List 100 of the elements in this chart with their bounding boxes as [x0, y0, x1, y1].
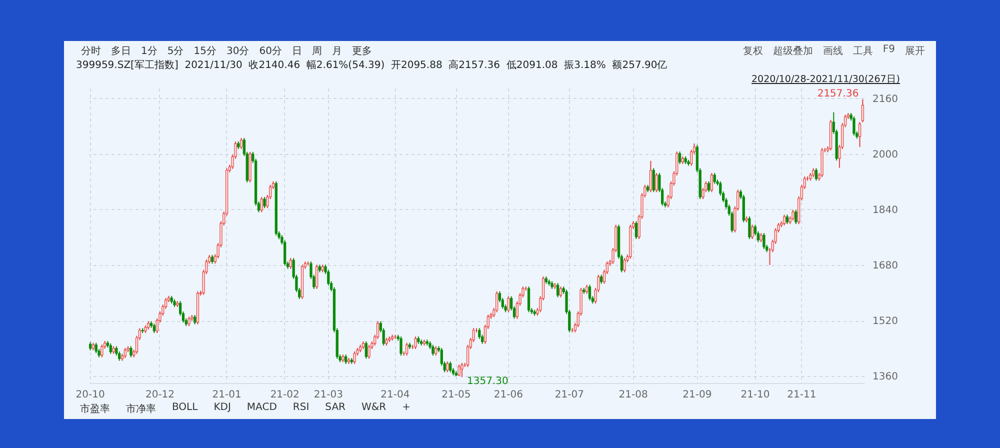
- candlestick: [100, 344, 104, 358]
- candlestick: [460, 362, 464, 378]
- candlestick: [678, 151, 682, 165]
- candlestick: [414, 336, 417, 350]
- candlestick: [762, 232, 766, 250]
- candlestick: [432, 344, 434, 356]
- x-tick-label: 21-10: [740, 390, 770, 400]
- text: 市净率: [125, 402, 157, 416]
- candlestick: [527, 286, 530, 313]
- candlestick: [405, 342, 408, 356]
- candlestick: [368, 344, 370, 360]
- candlestick: [559, 286, 562, 298]
- chart-title: 399959.SZ[军工指数] 2021/11/30 收2140.46 幅2.61%(54.39) 开2095.88 高2157.36 低2091.08 振3.18% 额257.90亿: [76, 58, 668, 72]
- text: 复权: [742, 44, 764, 58]
- candlestick: [782, 214, 786, 226]
- candlestick: [623, 258, 626, 273]
- candlestick: [812, 168, 815, 178]
- candlestick: [263, 196, 266, 209]
- candlestick: [260, 196, 263, 213]
- text: 展开: [904, 45, 926, 58]
- text: 分时: [80, 44, 102, 58]
- candlestick: [794, 209, 798, 225]
- candlestick: [496, 290, 498, 313]
- candlestick: [109, 342, 112, 354]
- x-tick-label: 21-11: [787, 390, 816, 400]
- candlestick: [188, 316, 190, 327]
- y-tick-label: 1360: [872, 372, 898, 383]
- candlestick: [852, 116, 856, 136]
- candlestick: [634, 220, 638, 240]
- text: SAR: [324, 402, 346, 415]
- candlestick: [194, 314, 196, 325]
- candlestick: [707, 180, 710, 193]
- candlestick: [792, 209, 794, 222]
- text: 日: [290, 45, 303, 58]
- text: 超级叠加: [772, 44, 814, 58]
- text: 画线: [822, 44, 844, 58]
- candlestick: [124, 347, 126, 359]
- text: 更多: [350, 45, 373, 58]
- candlestick: [344, 354, 348, 364]
- candlestick: [713, 172, 716, 184]
- y-tick-label: 1840: [872, 204, 898, 216]
- x-tick-label: 21-04: [380, 390, 410, 400]
- text: 多日: [110, 45, 132, 58]
- text: 60分: [258, 45, 283, 58]
- candlestick: [449, 360, 452, 373]
- annotation: 2157.36: [817, 88, 859, 100]
- text: 15分: [192, 45, 218, 58]
- candlestick: [353, 350, 356, 364]
- x-tick-label: 21-03: [314, 390, 343, 400]
- candlestick: [315, 264, 318, 290]
- x-tick-label: 21-09: [682, 390, 712, 400]
- x-tick-label: 20-12: [145, 390, 175, 400]
- candlestick: [588, 284, 592, 301]
- candlestick: [556, 282, 560, 298]
- text: W&R: [360, 402, 388, 415]
- candlestick: [600, 274, 603, 284]
- text: 30分: [225, 45, 250, 58]
- x-tick-label: 20-10: [76, 390, 105, 400]
- text: +: [401, 402, 412, 415]
- candlestick: [446, 360, 449, 373]
- candlestick: [458, 364, 460, 377]
- candlestick: [434, 346, 438, 356]
- text: RSI: [292, 402, 310, 415]
- candlestick: [364, 340, 368, 360]
- candlestick: [710, 172, 714, 193]
- candlestick: [760, 232, 762, 243]
- candlestick: [655, 172, 658, 193]
- text: 市盈率: [79, 402, 111, 416]
- candlestick: [400, 336, 402, 356]
- x-tick-label: 21-01: [212, 390, 242, 400]
- x-tick-label: 21-05: [442, 390, 471, 400]
- x-tick-label: 21-07: [554, 390, 584, 400]
- y-tick-label: 2160: [872, 94, 898, 105]
- candlestick: [507, 296, 510, 313]
- y-tick-label: 1520: [872, 316, 898, 328]
- candlestick: [649, 160, 652, 193]
- candlestick: [289, 258, 292, 270]
- text: F9: [882, 44, 896, 57]
- candlestick: [748, 216, 751, 240]
- text: 1分: [140, 45, 158, 58]
- candlestick: [814, 168, 818, 182]
- text: BOLL: [171, 402, 199, 415]
- chart-subtitle: 2020/10/28-2021/11/30(267日): [752, 73, 900, 86]
- candlestick: [751, 224, 754, 240]
- candlestick: [786, 214, 789, 225]
- text: 月: [330, 45, 343, 58]
- text: MACD: [246, 402, 278, 415]
- y-tick-label: 2000: [872, 149, 898, 160]
- annotation: 1357.30: [466, 376, 508, 387]
- text: 周: [310, 45, 323, 58]
- text: 工具: [852, 45, 874, 58]
- candlestick: [652, 168, 655, 193]
- candlestick: [152, 323, 156, 334]
- x-tick-label: 21-06: [494, 390, 523, 400]
- candlestick: [94, 342, 98, 354]
- candlestick: [240, 137, 243, 150]
- x-tick-label: 21-08: [618, 390, 648, 400]
- x-tick-label: 21-02: [270, 390, 300, 400]
- candlestick: [130, 346, 132, 358]
- candlestick: [586, 284, 588, 294]
